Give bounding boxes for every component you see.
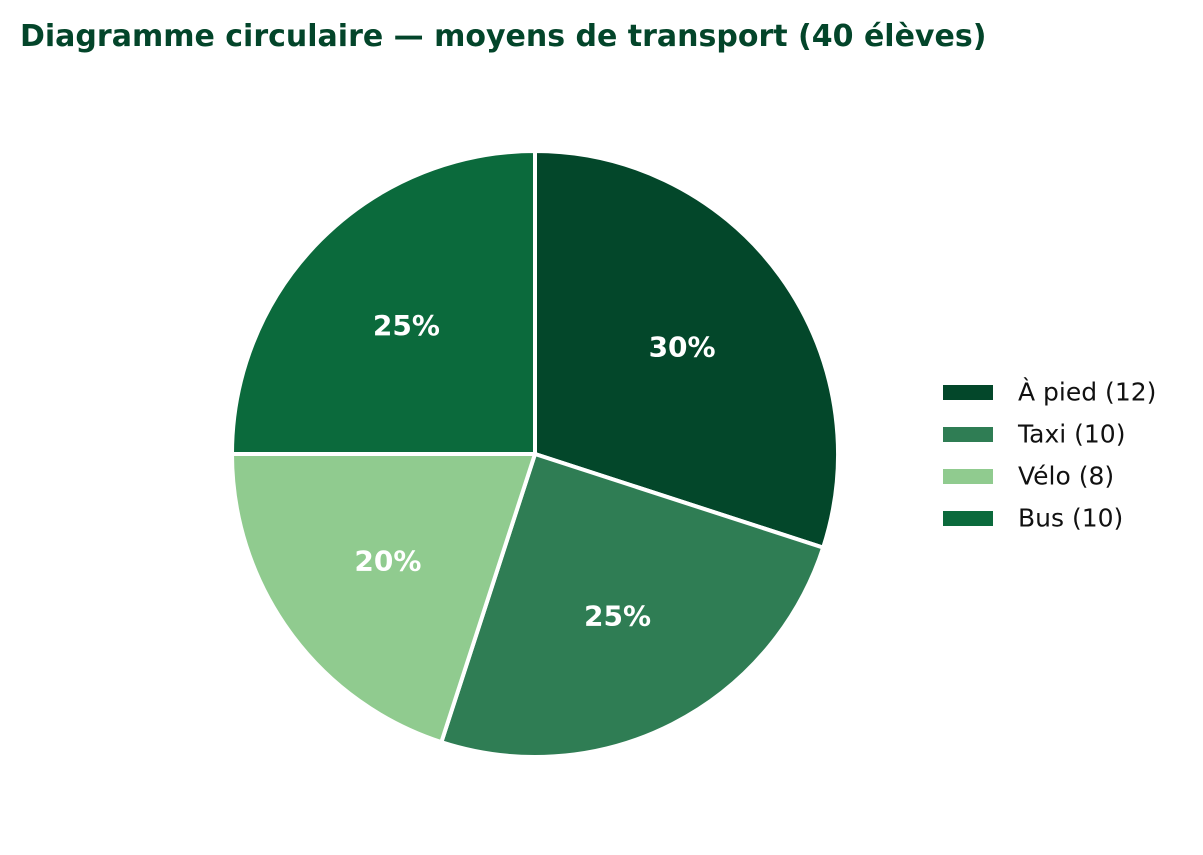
legend-swatch (943, 385, 993, 400)
legend-swatch (943, 511, 993, 526)
legend: À pied (12) Taxi (10) Vélo (8) Bus (10) (943, 378, 1156, 533)
pie-slice-4 (230, 149, 537, 456)
legend-label: Taxi (10) (1017, 420, 1125, 449)
legend-swatch (943, 469, 993, 484)
pie-slice-1 (533, 149, 840, 550)
slice-percent-label: 30% (649, 331, 716, 364)
pie-slice-3 (230, 452, 537, 745)
slice-percent-label: 25% (373, 309, 440, 342)
chart-title: Diagramme circulaire — moyens de transpo… (20, 19, 986, 54)
legend-label: Bus (10) (1018, 504, 1123, 533)
legend-label: À pied (12) (1018, 378, 1156, 407)
slice-percent-label: 25% (584, 599, 651, 632)
pie-slice-labels: 30% 25% 20% 25% (354, 309, 715, 633)
slice-percent-label: 20% (354, 544, 421, 577)
legend-swatch (943, 427, 993, 442)
pie-slices (230, 149, 840, 759)
pie-slice-2 (439, 452, 826, 759)
legend-label: Vélo (8) (1018, 462, 1114, 491)
